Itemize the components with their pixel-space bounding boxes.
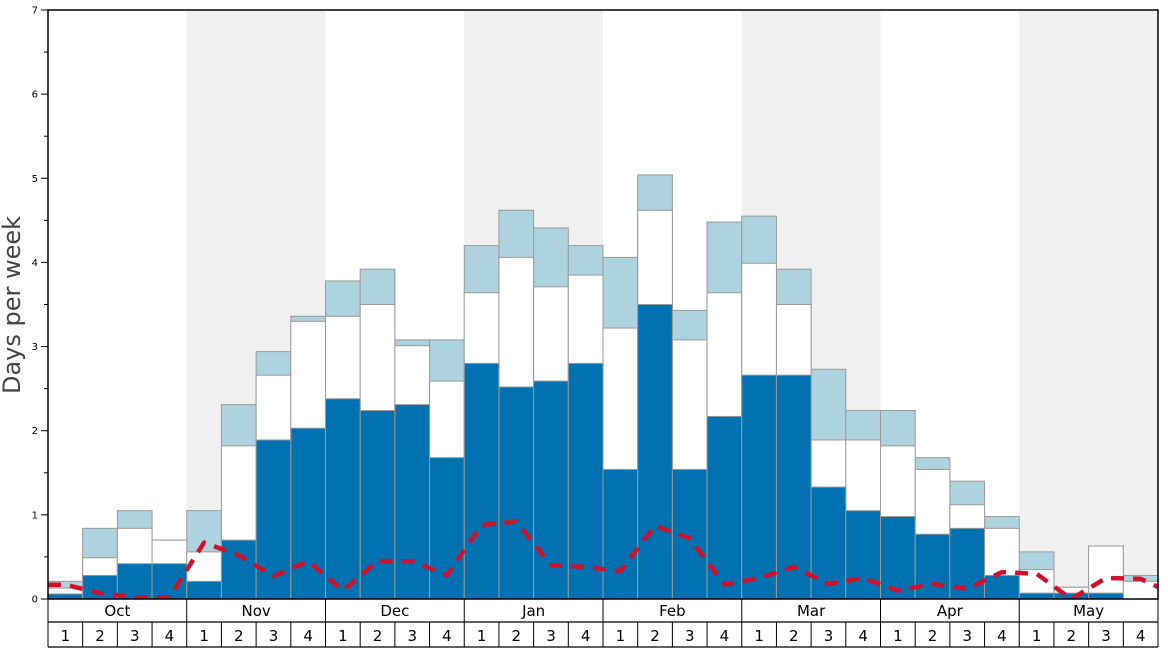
week-label: 4 (442, 627, 452, 645)
week-label: 3 (130, 627, 140, 645)
bar-s0-8 (325, 398, 361, 600)
y-tick-label: 2 (32, 426, 38, 437)
series-line (48, 519, 1159, 602)
month-label-jan: Jan (521, 602, 545, 620)
month-label-may: May (1073, 602, 1104, 620)
line-series-group (48, 519, 1159, 602)
bar-s0-27 (984, 574, 1020, 600)
bar-s0-12 (463, 362, 500, 600)
x-axis-group: Oct Nov Dec Jan Feb Mar Apr May 1 2 3 4 1 2 3 4 1 2 3 4 1 2 3 4… (47, 599, 1159, 648)
month-label-mar: Mar (797, 602, 826, 620)
week-label: 2 (512, 627, 522, 645)
week-label: 3 (962, 627, 972, 645)
week-label: 4 (858, 627, 868, 645)
bar-s0-22 (810, 486, 847, 600)
week-label: 3 (1101, 627, 1111, 645)
week-label: 4 (997, 627, 1007, 645)
bar-s0-9 (359, 410, 396, 600)
week-label: 1 (477, 627, 487, 645)
week-label: 1 (199, 627, 209, 645)
week-label: 3 (269, 627, 279, 645)
y-tick-label: 4 (32, 258, 38, 269)
y-tick-label: 5 (32, 174, 38, 185)
week-label: 3 (685, 627, 695, 645)
bar-s0-5 (220, 539, 257, 600)
week-label: 1 (616, 627, 626, 645)
bar-s1-31 (1122, 580, 1159, 600)
bar-s0-1 (82, 574, 118, 600)
week-label: 2 (928, 627, 938, 645)
bar-s0-21 (775, 374, 812, 600)
y-tick-label: 6 (32, 90, 38, 101)
y-tick-label: 1 (32, 510, 38, 521)
bar-s0-23 (845, 510, 881, 600)
bar-s0-2 (116, 563, 153, 600)
week-label: 2 (1067, 627, 1077, 645)
month-label-apr: Apr (937, 602, 964, 620)
y-axis-title: Days per week (0, 216, 26, 394)
bar-s0-13 (498, 386, 535, 600)
month-shade-may (1019, 10, 1158, 599)
week-label: 2 (234, 627, 244, 645)
y-tick-label: 7 (32, 6, 38, 17)
month-label-feb: Feb (659, 602, 686, 620)
bar-s0-14 (533, 380, 569, 600)
week-label: 3 (407, 627, 417, 645)
week-label: 1 (893, 627, 903, 645)
month-label-oct: Oct (104, 602, 130, 620)
bar-s0-28 (1018, 592, 1055, 600)
y-tick-label: 3 (32, 342, 38, 353)
bar-s0-18 (671, 468, 708, 600)
y-tick-label: 0 (32, 595, 38, 606)
bar-s0-15 (567, 362, 604, 600)
bar-s0-7 (290, 427, 326, 600)
bar-s1-30 (1088, 545, 1124, 600)
week-label: 4 (303, 627, 313, 645)
bar-s0-16 (602, 468, 639, 600)
week-label: 2 (95, 627, 105, 645)
bar-s0-4 (186, 580, 222, 600)
week-label: 2 (373, 627, 383, 645)
week-label: 4 (1136, 627, 1146, 645)
week-label: 2 (650, 627, 660, 645)
bar-s0-0 (47, 593, 84, 600)
week-label: 4 (165, 627, 175, 645)
bar-s0-6 (255, 439, 292, 600)
week-label: 3 (546, 627, 556, 645)
week-label: 1 (338, 627, 348, 645)
week-label: 1 (754, 627, 764, 645)
month-label-nov: Nov (241, 602, 270, 620)
bar-series-group (47, 174, 1159, 600)
bar-s0-11 (429, 457, 465, 600)
week-label: 1 (61, 627, 71, 645)
bar-s0-17 (637, 304, 673, 600)
week-label: 3 (824, 627, 834, 645)
bar-s0-30 (1088, 592, 1124, 600)
bar-s0-25 (914, 533, 951, 600)
week-label: 2 (789, 627, 799, 645)
month-label-dec: Dec (380, 602, 409, 620)
week-label: 4 (581, 627, 591, 645)
week-label: 4 (720, 627, 730, 645)
bar-s0-20 (741, 374, 777, 600)
week-label: 1 (1032, 627, 1042, 645)
bar-s0-10 (394, 404, 431, 600)
